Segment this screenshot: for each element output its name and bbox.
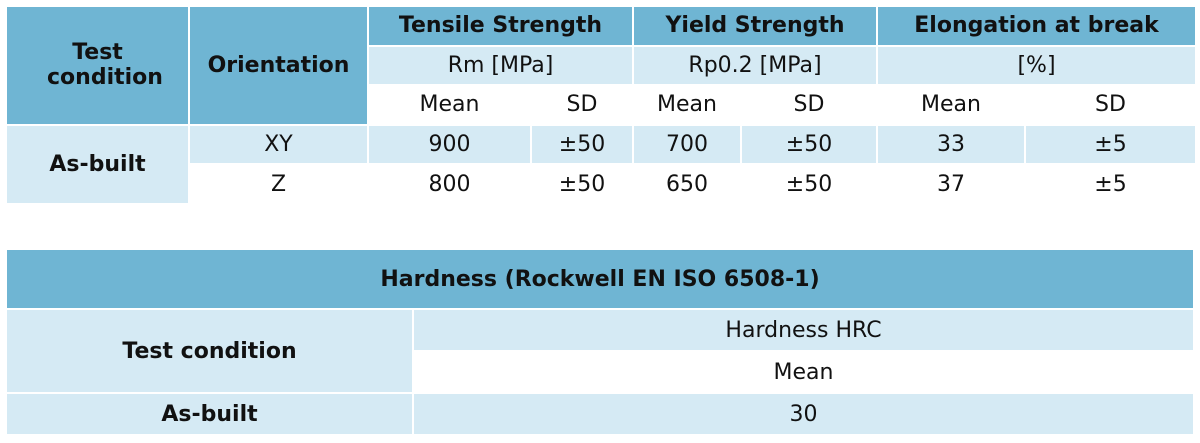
value-cell: 700: [632, 123, 742, 166]
subheader-cell: SD: [740, 84, 878, 126]
value-cell: 900: [367, 123, 532, 166]
header-cell: Elongation at break: [875, 5, 1198, 47]
header-cell: Orientation: [188, 5, 369, 126]
value-cell: 650: [632, 163, 742, 205]
value-cell: 37: [876, 163, 1026, 205]
value-cell: ±50: [530, 163, 634, 205]
value-cell: ±50: [530, 123, 634, 166]
orientation-cell: XY: [188, 123, 369, 166]
subheader-cell: Mean: [367, 84, 532, 126]
orientation-cell: Z: [188, 163, 369, 205]
subheader-cell: Mean: [632, 84, 742, 126]
hardness-table: Hardness (Rockwell EN ISO 6508-1) Test c…: [5, 248, 1195, 436]
value-cell: ±50: [740, 123, 878, 166]
header-cell: Yield Strength: [632, 5, 878, 47]
subheader-cell: SD: [530, 84, 634, 126]
subheader-cell: Mean: [876, 84, 1026, 126]
value-cell: 33: [876, 123, 1026, 166]
value-cell: 800: [367, 163, 532, 205]
value-cell: ±5: [1023, 123, 1198, 166]
title-cell: Hardness (Rockwell EN ISO 6508-1): [5, 248, 1195, 310]
header-cell: Test condition: [5, 308, 414, 394]
condition-cell: As-built: [5, 123, 190, 205]
unit-cell: Rm [MPa]: [367, 44, 634, 87]
subheader-cell: SD: [1023, 84, 1198, 126]
value-cell: ±5: [1023, 163, 1198, 205]
header-cell: Test condition: [5, 5, 190, 126]
condition-cell: As-built: [5, 392, 414, 436]
value-cell: 30: [412, 392, 1195, 436]
header-cell: Tensile Strength: [367, 5, 634, 47]
unit-cell: Rp0.2 [MPa]: [632, 44, 878, 87]
properties-table: Test condition Orientation Tensile Stren…: [5, 5, 1198, 205]
value-cell: ±50: [740, 163, 878, 205]
statistic-cell: Mean: [412, 350, 1195, 394]
measure-cell: Hardness HRC: [412, 308, 1195, 352]
unit-cell: [%]: [875, 44, 1198, 87]
